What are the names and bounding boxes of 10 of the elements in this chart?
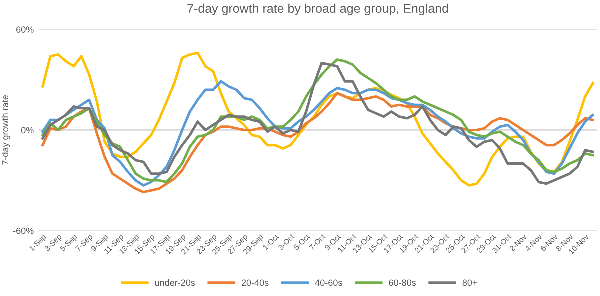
legend-label: 40-60s [315, 280, 342, 286]
legend-label: 60-80s [389, 280, 416, 286]
y-tick-label: -60% [13, 228, 34, 234]
y-axis-title: 7-day growth rate [2, 96, 10, 165]
chart-title: 7-day growth rate by broad age group, England [188, 4, 448, 16]
y-tick-label: 0% [21, 127, 34, 134]
legend-label: 20-40s [242, 280, 269, 286]
legend-label: 80+ [462, 280, 478, 286]
legend-label: under-20s [155, 279, 196, 286]
y-tick-label: 60% [16, 26, 34, 33]
